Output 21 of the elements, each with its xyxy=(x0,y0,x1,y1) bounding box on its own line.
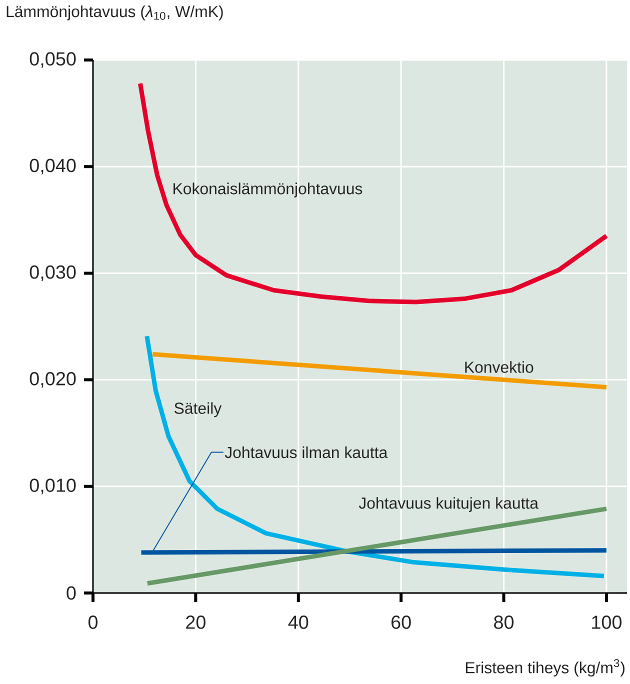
x-tick-label: 100 xyxy=(592,616,622,629)
x-axis-title: Eristeen tiheys (kg/m$^{3}$) xyxy=(466,659,624,676)
x-tick-label: 80 xyxy=(494,616,514,629)
y-tick-label: 0,040 xyxy=(30,158,76,174)
line-series xyxy=(144,334,606,578)
y-axis-title: Lämmönjohtavuus (λ$_{10}$, W/mK) xyxy=(6,6,223,20)
series-label: Konvektio xyxy=(465,361,534,373)
x-tick-label: 20 xyxy=(186,616,206,629)
series-label: Kokonaislämmönjohtavuus xyxy=(174,182,362,198)
x-tick-label: 60 xyxy=(392,616,411,629)
text: Johtavuus ilman kautta xyxy=(224,446,388,458)
y-tick-label: 0,020 xyxy=(30,372,76,388)
x-tick-label: 40 xyxy=(288,616,308,629)
x-tick-label: 0 xyxy=(88,616,98,629)
series-label: Säteily xyxy=(174,402,222,418)
line-series xyxy=(138,81,609,304)
y-tick-label: 0 xyxy=(66,586,76,600)
y-tick-label: 0,050 xyxy=(30,52,76,68)
y-tick-label: 0,030 xyxy=(30,265,76,282)
series-label: Johtavuus kuitujen kautta xyxy=(358,497,538,512)
y-tick-label: 0,010 xyxy=(30,478,76,494)
